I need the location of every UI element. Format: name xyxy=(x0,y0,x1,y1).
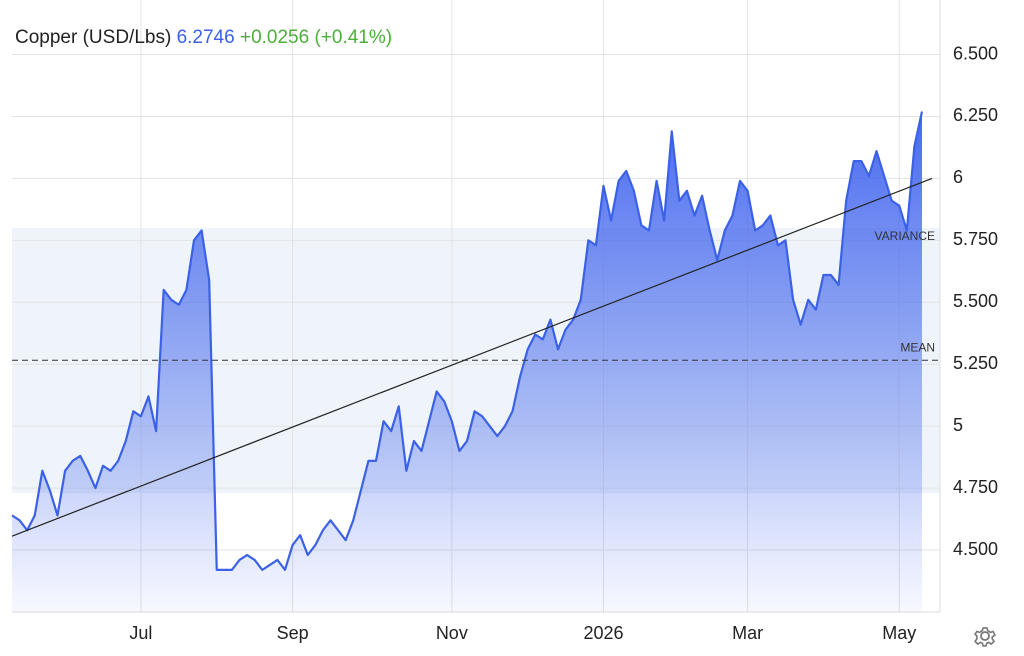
price: 6.2746 xyxy=(177,27,235,48)
trend-line xyxy=(11,177,933,537)
y-tick-label: 6.500 xyxy=(953,43,998,63)
area-fill xyxy=(12,111,922,612)
y-tick-label: 5.500 xyxy=(953,291,998,311)
x-tick-label: Jul xyxy=(129,623,152,643)
y-tick-label: 6.250 xyxy=(953,105,998,125)
settings-icon[interactable] xyxy=(974,627,996,647)
header-title: Copper (USD/Lbs) xyxy=(15,27,171,48)
y-tick-label: 5.250 xyxy=(953,353,998,373)
x-tick-label: Sep xyxy=(277,623,309,643)
y-tick-label: 4.500 xyxy=(953,539,998,559)
y-tick-label: 4.750 xyxy=(953,477,998,497)
y-tick-label: 6 xyxy=(953,167,963,187)
price-line xyxy=(11,111,924,571)
x-tick-label: Nov xyxy=(436,623,468,643)
x-tick-label: Mar xyxy=(732,623,763,643)
x-tick-label: 2026 xyxy=(583,623,623,643)
x-tick-label: May xyxy=(882,623,916,643)
header: Copper (USD/Lbs) 6.2746 +0.0256 (+0.41%) xyxy=(15,27,392,48)
mean-label: MEAN xyxy=(900,340,935,354)
change: +0.0256 (+0.41%) xyxy=(240,27,392,48)
y-tick-label: 5 xyxy=(953,415,963,435)
variance-label: VARIANCE xyxy=(875,229,935,243)
y-tick-label: 5.750 xyxy=(953,229,998,249)
plot: 6.500 6.250 6 5.750 5.500 5.250 5 4.750 4.500 Jul… xyxy=(11,0,998,643)
